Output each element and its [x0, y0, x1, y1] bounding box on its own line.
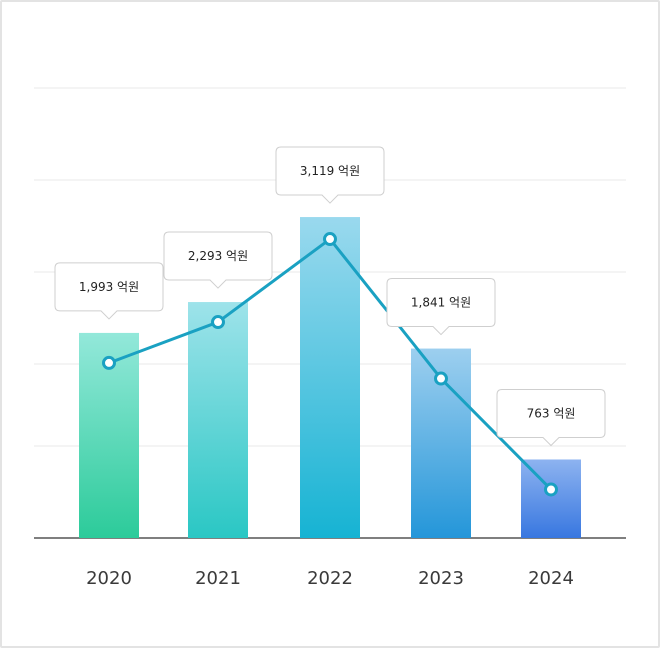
x-tick-2020: 2020 [86, 568, 132, 589]
x-tick-2022: 2022 [307, 568, 353, 589]
data-label-2024: 763 억원 [527, 406, 576, 420]
line-point-2021 [211, 315, 225, 330]
x-axis-ticks: 2020 2021 2022 2023 2024 [86, 568, 574, 589]
callout-2024: 763 억원 [496, 388, 606, 447]
callout-box [275, 146, 385, 204]
line-point-2022 [323, 232, 337, 247]
data-label-callouts: 1,993 억원 2,293 억원 3,119 억원 1,841 억원 763 억원 [54, 146, 606, 447]
x-tick-2023: 2023 [418, 568, 464, 589]
callout-box [163, 231, 273, 289]
bars [79, 217, 581, 538]
data-label-2023: 1,841 억원 [411, 296, 471, 310]
line-point-2024 [544, 482, 558, 497]
x-tick-2024: 2024 [528, 568, 574, 589]
data-label-2021: 2,293 억원 [188, 249, 248, 263]
callout-box [54, 262, 164, 320]
data-label-2022: 3,119 억원 [300, 164, 360, 178]
line-point-2020 [102, 355, 116, 370]
line-point-2023 [434, 371, 448, 386]
data-label-2020: 1,993 억원 [79, 280, 139, 294]
bar-2022 [300, 217, 360, 538]
callout-box [386, 278, 496, 336]
callout-2023: 1,841 억원 [386, 278, 496, 336]
callout-2021: 2,293 억원 [163, 231, 273, 289]
trend-line [102, 232, 558, 497]
callout-2022: 3,119 억원 [275, 146, 385, 204]
bar-2021 [188, 302, 248, 538]
callout-box [496, 388, 606, 447]
x-tick-2021: 2021 [195, 568, 241, 589]
bar-2024 [521, 459, 581, 538]
callout-2020: 1,993 억원 [54, 262, 164, 320]
